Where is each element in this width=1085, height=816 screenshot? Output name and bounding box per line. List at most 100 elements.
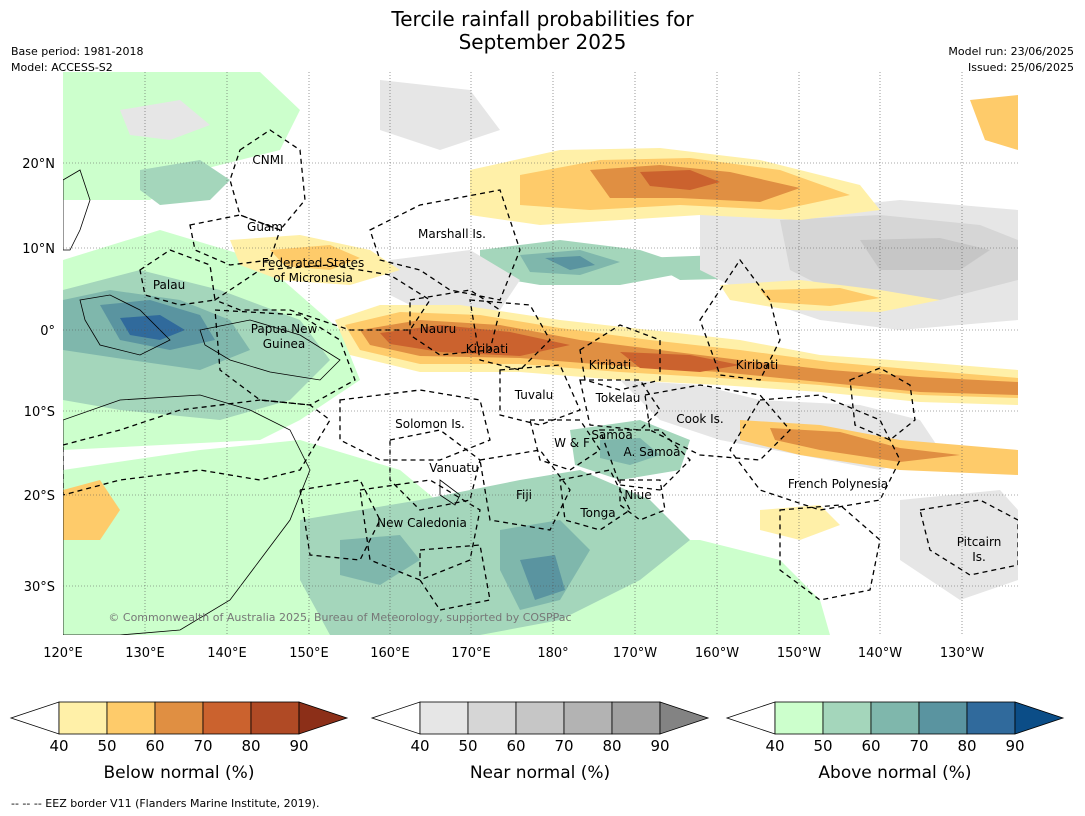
label-niue: Niue [624, 488, 651, 502]
label-kiribati-central: Kiribati [589, 358, 631, 372]
copyright-credit: © Commonwealth of Australia 2025, Bureau… [108, 611, 571, 624]
probability-field: CNMI Guam Palau Federated States of Micr… [63, 72, 1018, 635]
colorbar-title: Above normal (%) [818, 763, 971, 783]
map-title-line1: Tercile rainfall probabilities for [391, 7, 694, 31]
lon-tick-150e: 150°E [289, 646, 329, 661]
map-title-line2: September 2025 [458, 30, 627, 54]
colorbar-swatch [515, 701, 565, 735]
colorbar-above-normal: 40 50 60 70 80 90 Above normal (%) [725, 701, 1065, 783]
lon-tick-130w: 130°W [940, 646, 984, 661]
colorbar-tick-label: 70 [193, 737, 212, 755]
colorbar-tick-label: 80 [241, 737, 260, 755]
label-tuvalu: Tuvalu [514, 388, 554, 402]
label-tonga: Tonga [579, 506, 615, 520]
label-kiribati-east: Kiribati [736, 358, 778, 372]
colorbar-below-normal: 40 50 60 70 80 90 Below normal (%) [9, 701, 349, 783]
lon-tick-140e: 140°E [207, 646, 247, 661]
label-samoa: Samoa [591, 428, 632, 442]
colorbar-swatch [870, 701, 920, 735]
lat-tick-0: 0° [40, 324, 55, 339]
lon-tick-160e: 160°E [370, 646, 410, 661]
colorbar-extend-high [659, 701, 710, 735]
colorbar-tick-label: 50 [97, 737, 116, 755]
colorbar-tick-label: 70 [554, 737, 573, 755]
label-american-samoa: A. Samoa [624, 445, 681, 459]
label-cnmi: CNMI [252, 153, 283, 167]
label-palau: Palau [153, 278, 185, 292]
colorbar-title: Below normal (%) [104, 763, 255, 783]
label-tokelau: Tokelau [595, 391, 641, 405]
colorbar-tick-label: 90 [650, 737, 669, 755]
label-vanuatu: Vanuatu [429, 461, 479, 475]
label-fsm-line1: Federated States [262, 256, 364, 270]
lon-tick-120e: 120°E [43, 646, 83, 661]
colorbar-tick-label: 60 [861, 737, 880, 755]
colorbar-swatch [563, 701, 613, 735]
colorbar-swatch [467, 701, 517, 735]
colorbar-tick-label: 50 [458, 737, 477, 755]
base-period: Base period: 1981-2018 [11, 45, 144, 58]
colorbar-tick-label: 40 [765, 737, 784, 755]
colorbar-extend-low [370, 701, 421, 735]
label-png-line2: Guinea [263, 337, 306, 351]
label-cook-islands: Cook Is. [676, 412, 723, 426]
label-kiribati-west: Kiribati [466, 342, 508, 356]
label-png-line1: Papua New [251, 322, 318, 336]
eez-footnote: -- -- -- EEZ border V11 (Flanders Marine… [11, 797, 320, 810]
label-pitcairn-line1: Pitcairn [957, 535, 1002, 549]
colorbar-tick-label: 80 [957, 737, 976, 755]
colorbar-swatch [966, 701, 1016, 735]
label-wallis-futuna: W & F [554, 436, 590, 450]
lon-tick-150w: 150°W [777, 646, 821, 661]
colorbar-swatch [58, 701, 108, 735]
label-solomon: Solomon Is. [395, 417, 465, 431]
label-french-polynesia: French Polynesia [788, 477, 888, 491]
colorbar-tick-label: 40 [49, 737, 68, 755]
lon-tick-170w: 170°W [613, 646, 657, 661]
lon-tick-160w: 160°W [695, 646, 739, 661]
lon-tick-140w: 140°W [858, 646, 902, 661]
colorbar-tick-label: 50 [813, 737, 832, 755]
colorbar-swatch [250, 701, 300, 735]
colorbar-title: Near normal (%) [470, 763, 610, 783]
issued-date: Issued: 25/06/2025 [967, 61, 1074, 74]
colorbar-tick-label: 90 [1005, 737, 1024, 755]
colorbar-tick-label: 80 [602, 737, 621, 755]
label-new-caledonia: New Caledonia [377, 516, 467, 530]
label-marshall: Marshall Is. [418, 227, 486, 241]
colorbar-tick-label: 70 [909, 737, 928, 755]
label-pitcairn-line2: Is. [972, 550, 986, 564]
colorbar-swatch [419, 701, 469, 735]
label-nauru: Nauru [420, 322, 456, 336]
model-name: Model: ACCESS-S2 [11, 61, 113, 74]
label-guam: Guam [247, 220, 283, 234]
colorbar-swatch [822, 701, 872, 735]
lat-tick-20s: 20°S [24, 489, 55, 504]
label-fiji: Fiji [516, 488, 532, 502]
colorbar-swatch [106, 701, 156, 735]
colorbar-tick-label: 60 [506, 737, 525, 755]
colorbar-tick-label: 40 [410, 737, 429, 755]
colorbar-swatch [202, 701, 252, 735]
colorbar-swatch [774, 701, 824, 735]
lon-tick-130e: 130°E [125, 646, 165, 661]
colorbar-extend-high [298, 701, 349, 735]
colorbar-swatch [154, 701, 204, 735]
colorbar-extend-low [725, 701, 776, 735]
colorbar-tick-label: 90 [289, 737, 308, 755]
lat-tick-20n: 20°N [22, 157, 55, 172]
lat-tick-10s: 10°S [24, 405, 55, 420]
colorbar-extend-low [9, 701, 60, 735]
lat-tick-30s: 30°S [24, 580, 55, 595]
lat-tick-10n: 10°N [22, 242, 55, 257]
label-fsm-line2: of Micronesia [273, 271, 353, 285]
colorbar-near-normal: 40 50 60 70 80 90 Near normal (%) [370, 701, 710, 783]
model-run: Model run: 23/06/2025 [948, 45, 1074, 58]
colorbar-tick-label: 60 [145, 737, 164, 755]
lon-tick-180: 180° [537, 646, 568, 661]
colorbar-extend-high [1014, 701, 1065, 735]
colorbar-swatch [611, 701, 661, 735]
lon-tick-170e: 170°E [451, 646, 491, 661]
colorbar-swatch [918, 701, 968, 735]
